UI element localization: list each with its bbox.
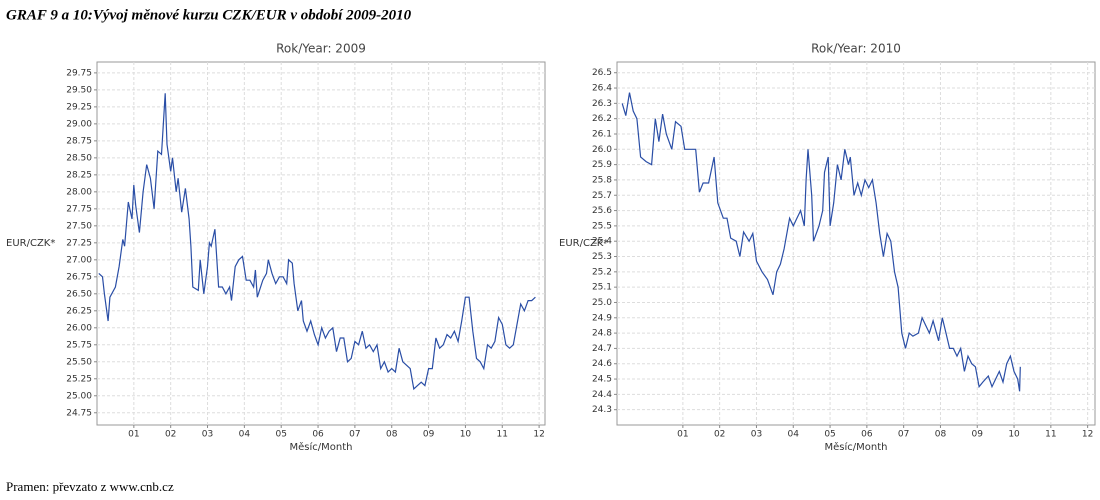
y-tick-label: 25.2 [592,267,612,277]
x-tick-label: 12 [1082,430,1093,440]
x-tick-label: 11 [1045,430,1056,440]
chart-title: Rok/Year: 2010 [811,42,901,56]
y-tick-label: 26.0 [592,145,612,155]
x-tick-label: 04 [239,430,251,440]
y-tick-label: 25.25 [66,374,92,384]
x-tick-label: 05 [824,430,835,440]
data-line [98,93,536,391]
y-tick-label: 24.3 [592,405,612,415]
y-tick-label: 29.75 [66,68,92,78]
y-tick-label: 28.00 [66,187,92,197]
plot-area [96,61,546,426]
y-tick-label: 25.9 [592,160,612,170]
y-tick-label: 25.8 [592,175,612,185]
x-tick-label: 08 [935,430,947,440]
x-axis-label: Měsíc/Month [290,441,353,453]
y-tick-label: 25.50 [66,357,92,367]
x-tick-label: 10 [1008,430,1020,440]
y-tick-label: 26.3 [592,99,612,109]
y-tick-label: 25.4 [592,237,612,247]
x-tick-label: 12 [533,430,544,440]
x-tick-label: 01 [128,430,139,440]
x-axis-label: Měsíc/Month [825,441,888,453]
y-tick-label: 25.75 [66,340,92,350]
y-tick-label: 24.9 [592,313,612,323]
y-tick-label: 27.25 [66,238,92,248]
y-tick-label: 26.1 [592,129,612,139]
y-tick-label: 26.25 [66,306,92,316]
x-tick-label: 08 [386,430,398,440]
y-tick-label: 28.75 [66,136,92,146]
y-tick-label: 26.50 [66,289,92,299]
y-tick-label: 28.50 [66,153,92,163]
x-tick-label: 02 [165,430,176,440]
page-title: GRAF 9 a 10:Vývoj měnové kurzu CZK/EUR v… [6,7,412,23]
y-tick-label: 25.7 [592,191,612,201]
chart-title: Rok/Year: 2009 [276,42,366,56]
data-line [621,92,1021,392]
y-tick-label: 26.75 [66,272,92,282]
x-tick-label: 01 [677,430,688,440]
x-tick-label: 09 [972,430,984,440]
x-tick-label: 11 [497,430,508,440]
y-tick-label: 25.1 [592,283,612,293]
x-tick-label: 07 [349,430,360,440]
y-tick-label: 26.2 [592,114,612,124]
plot-area [616,61,1096,426]
x-tick-label: 05 [275,430,286,440]
source-note: Pramen: převzato z www.cnb.cz [6,479,174,494]
y-tick-label: 24.8 [592,329,612,339]
y-tick-label: 24.6 [592,359,612,369]
y-tick-label: 25.6 [592,206,612,216]
x-tick-label: 04 [788,430,800,440]
y-tick-label: 25.3 [592,252,612,262]
x-tick-label: 10 [460,430,472,440]
y-tick-label: 27.50 [66,221,92,231]
y-tick-label: 29.25 [66,102,92,112]
y-tick-label: 25.00 [66,391,92,401]
x-tick-label: 03 [202,430,213,440]
x-tick-label: 02 [714,430,725,440]
x-tick-label: 07 [898,430,909,440]
y-axis-label: EUR/CZK* [559,238,608,249]
y-tick-label: 24.4 [592,390,612,400]
y-tick-label: 25.0 [592,298,612,308]
y-tick-label: 26.00 [66,323,92,333]
x-tick-label: 03 [751,430,762,440]
y-tick-label: 27.75 [66,204,92,214]
y-tick-label: 29.00 [66,119,92,129]
y-axis-label: EUR/CZK* [6,238,55,249]
y-tick-label: 27.00 [66,255,92,265]
x-tick-label: 09 [423,430,435,440]
y-tick-label: 24.75 [66,408,92,418]
y-tick-label: 26.4 [592,84,612,94]
y-tick-label: 28.25 [66,170,92,180]
y-tick-label: 24.7 [592,344,612,354]
y-tick-label: 24.5 [592,375,612,385]
y-tick-label: 26.5 [592,68,612,78]
y-tick-label: 29.50 [66,85,92,95]
x-tick-label: 06 [312,430,324,440]
y-tick-label: 25.5 [592,221,612,231]
x-tick-label: 06 [861,430,873,440]
